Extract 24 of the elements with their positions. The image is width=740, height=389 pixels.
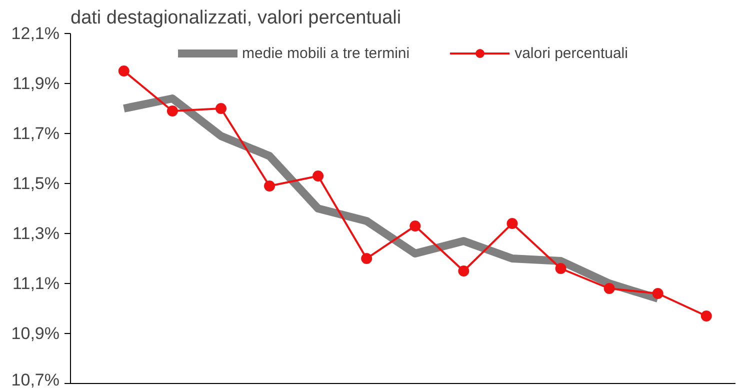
y-tick-label: 10,9%: [11, 324, 60, 343]
y-tick-label: 10,7%: [11, 370, 60, 389]
y-tick-label: 11,9%: [12, 74, 60, 93]
legend-label: medie mobili a tre termini: [242, 44, 410, 62]
point: [700, 310, 712, 322]
y-tick-label: 11,3%: [12, 224, 60, 243]
y-tick-label: 11,1%: [12, 274, 60, 293]
point: [604, 283, 615, 294]
point: [458, 266, 470, 276]
point: [215, 103, 226, 114]
point: [166, 106, 178, 116]
y-tick-label: 11,5%: [12, 174, 60, 193]
point: [118, 66, 130, 76]
point: [652, 288, 664, 299]
y-tick-label: 11,7%: [12, 124, 60, 143]
point: [410, 220, 421, 232]
point: [312, 170, 324, 182]
point: [555, 263, 566, 274]
point: [506, 218, 518, 229]
chart-title: dati destagionalizzati, valori percentuali: [70, 8, 402, 28]
legend-label: valori percentuali: [514, 44, 628, 62]
point: [264, 180, 276, 192]
point: [361, 253, 372, 264]
y-tick-label: 12,1%: [11, 24, 60, 43]
